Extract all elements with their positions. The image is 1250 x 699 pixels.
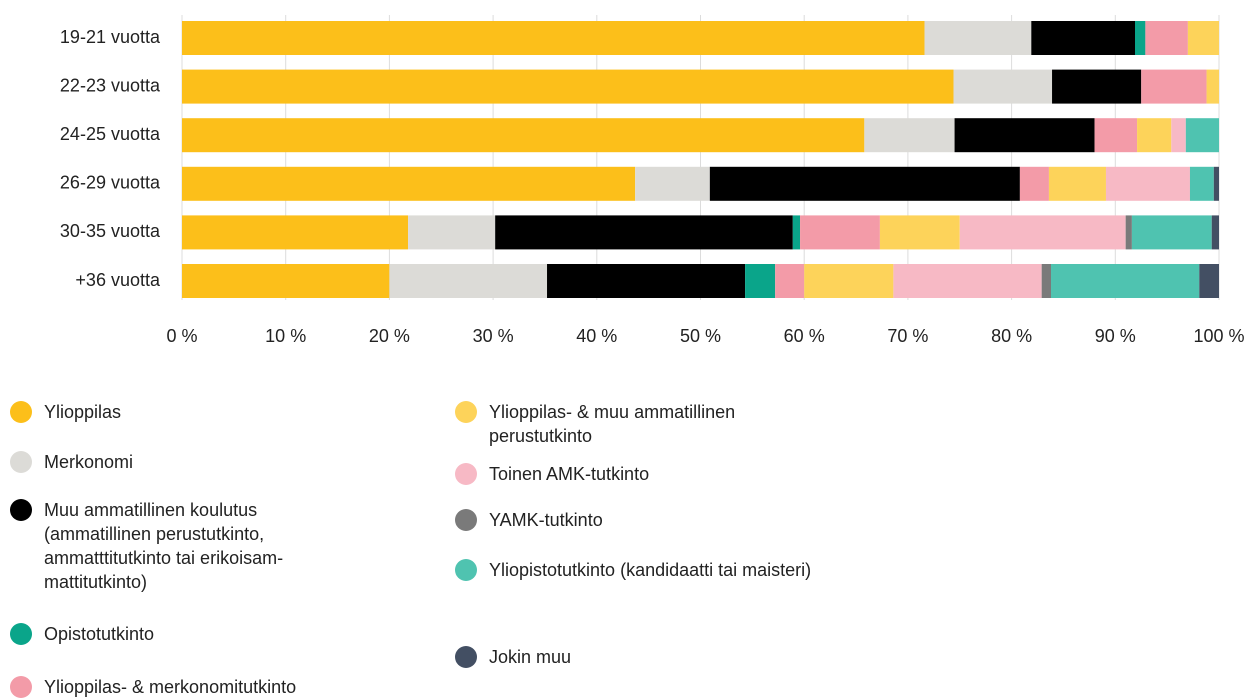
bar-segment (893, 264, 1042, 298)
bar-segment (1206, 69, 1219, 104)
legend-swatch (455, 463, 477, 485)
x-tick-label: 60 % (784, 326, 825, 346)
bar-segment (1145, 21, 1188, 55)
legend-item: Muu ammatillinen koulutus (ammatillinen … (10, 498, 304, 594)
legend-label: Ylioppilas- & merkonomitutkinto (44, 677, 297, 697)
bar-segment (1031, 21, 1136, 55)
x-tick-label: 100 % (1193, 326, 1244, 346)
bar-segment (1135, 21, 1146, 55)
legend-swatch (455, 509, 477, 531)
bar-segment (1213, 166, 1219, 201)
bar-segment (1187, 21, 1219, 55)
bar-segment (182, 21, 925, 55)
legend-item: Opistotutkinto (10, 622, 344, 646)
x-tick-label: 20 % (369, 326, 410, 346)
bar-segment (1137, 118, 1172, 153)
y-tick-label: 30-35 vuotta (60, 221, 161, 241)
bar-segment (804, 264, 894, 298)
bar-segment (1048, 166, 1106, 201)
bar-segment (408, 215, 496, 250)
bar-segment (182, 215, 409, 250)
bar-segment (1105, 166, 1190, 201)
legend-label: Opistotutkinto (44, 624, 155, 644)
bar-segment (879, 215, 960, 250)
bar-segment (864, 118, 955, 153)
x-tick-label: 30 % (473, 326, 514, 346)
legend-label: Jokin muu (489, 647, 572, 667)
bar-segment (1041, 264, 1052, 298)
legend-label: Toinen AMK-tutkinto (489, 464, 650, 484)
bar-segment (547, 264, 746, 298)
bar-segment (1185, 118, 1219, 153)
bar-segment (959, 215, 1126, 250)
bar-segment (953, 69, 1053, 104)
bar-segment (1171, 118, 1186, 153)
bar-segment (1051, 264, 1200, 298)
bar-segment (1125, 215, 1132, 250)
x-tick-label: 80 % (991, 326, 1032, 346)
bar-segment (1189, 166, 1214, 201)
bar-segment (709, 166, 1020, 201)
bar-segment (1094, 118, 1138, 153)
x-tick-label: 90 % (1095, 326, 1136, 346)
legend-swatch (10, 623, 32, 645)
y-tick-label: +36 vuotta (75, 270, 161, 290)
bar-segment (1019, 166, 1049, 201)
x-tick-label: 50 % (680, 326, 721, 346)
legend-swatch (10, 676, 32, 698)
legend-item: Yliopistotutkinto (kandidaatti tai maist… (455, 558, 839, 582)
bar-segment (182, 69, 954, 104)
bar-segment (182, 264, 390, 298)
bar-segment (1141, 69, 1207, 104)
legend-label: Merkonomi (44, 452, 134, 472)
bar-segment (182, 118, 865, 153)
legend-label: Muu ammatillinen koulutus (ammatillinen … (44, 500, 284, 592)
bar-segment (495, 215, 793, 250)
legend-item: Merkonomi (10, 450, 344, 474)
legend-label: YAMK-tutkinto (489, 510, 603, 530)
bar-segment (792, 215, 801, 250)
y-tick-label: 22-23 vuotta (60, 75, 161, 95)
legend-item: Ylioppilas- & muu ammatillinen perustutk… (455, 400, 829, 448)
y-tick-label: 19-21 vuotta (60, 27, 161, 47)
bar-segment (1199, 264, 1219, 298)
bar-segment (1052, 69, 1142, 104)
legend-item: Toinen AMK-tutkinto (455, 462, 829, 486)
bar-segment (389, 264, 548, 298)
legend-swatch (455, 559, 477, 581)
bar-segment (182, 166, 636, 201)
x-tick-label: 0 % (166, 326, 197, 346)
bar-segment (1211, 215, 1219, 250)
legend-item: YAMK-tutkinto (455, 508, 829, 532)
bar-segment (635, 166, 710, 201)
legend-swatch (455, 646, 477, 668)
x-tick-label: 70 % (887, 326, 928, 346)
legend-item: Ylioppilas- & merkonomitutkinto (10, 675, 444, 699)
x-tick-label: 40 % (576, 326, 617, 346)
bar-segment (1131, 215, 1212, 250)
legend-item: Jokin muu (455, 645, 829, 669)
legend-swatch (10, 499, 32, 521)
bar-segment (924, 21, 1032, 55)
bar-segment (745, 264, 776, 298)
bar-segment (775, 264, 805, 298)
bar-segment (800, 215, 880, 250)
bar-segment (954, 118, 1095, 153)
legend-swatch (455, 401, 477, 423)
legend-label: Ylioppilas- & muu ammatillinen perustutk… (489, 402, 736, 446)
y-tick-label: 26-29 vuotta (60, 173, 161, 193)
y-tick-label: 24-25 vuotta (60, 124, 161, 144)
x-tick-label: 10 % (265, 326, 306, 346)
legend-swatch (10, 451, 32, 473)
legend-swatch (10, 401, 32, 423)
legend-label: Ylioppilas (44, 402, 122, 422)
legend-label: Yliopistotutkinto (kandidaatti tai maist… (489, 560, 812, 580)
legend-item: Ylioppilas (10, 400, 344, 424)
